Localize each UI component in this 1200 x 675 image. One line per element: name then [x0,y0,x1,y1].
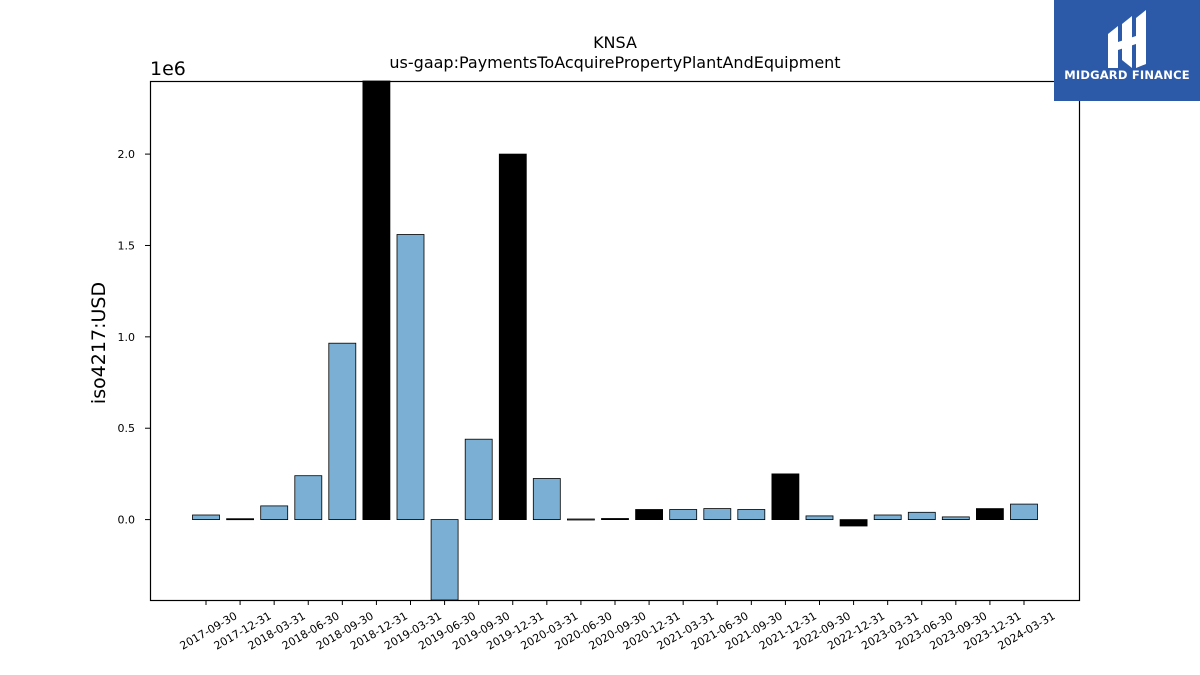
bar [907,511,936,520]
bar [737,509,766,521]
bar [941,516,970,521]
y-offset-label: 1e6 [150,58,186,80]
bar [669,509,698,521]
chart-title: KNSA [593,33,637,52]
bar [362,80,391,521]
bar [873,514,902,520]
bar [260,505,289,520]
midgard-finance-logo: MIDGARD FINANCE [1054,0,1200,101]
bar [1010,503,1038,521]
y-tick-label: 2.0 [118,148,136,161]
bar [430,519,459,601]
bar [532,478,561,520]
logo-text: MIDGARD FINANCE [1064,68,1190,82]
bar [294,475,323,521]
bar [839,519,868,527]
bar [976,508,1004,521]
bar [805,515,834,521]
x-ticks-group: 2017-09-302017-12-312018-03-312018-06-30… [178,600,1058,653]
bar [635,509,663,521]
y-tick-label: 0.5 [118,422,136,435]
chart-subtitle: us-gaap:PaymentsToAcquirePropertyPlantAn… [389,53,840,72]
bar [703,508,732,521]
bar [396,234,425,521]
bar [464,438,493,521]
y-axis-label: iso4217:USD [88,282,110,404]
bar [567,518,595,521]
y-tick-label: 1.5 [118,239,136,252]
y-tick-label: 1.0 [118,331,136,344]
y-tick-label: 0.0 [118,514,136,527]
bar [226,518,255,521]
bar [328,342,357,521]
midgard-logo-icon [1108,10,1146,68]
bars-group [192,80,1038,601]
bar [192,514,220,520]
plot-frame [149,80,1081,602]
bar [498,153,527,521]
bar [601,518,629,521]
y-ticks-group: 0.0 0.5 1.0 1.5 2.0 [118,148,150,527]
bar [771,473,800,520]
